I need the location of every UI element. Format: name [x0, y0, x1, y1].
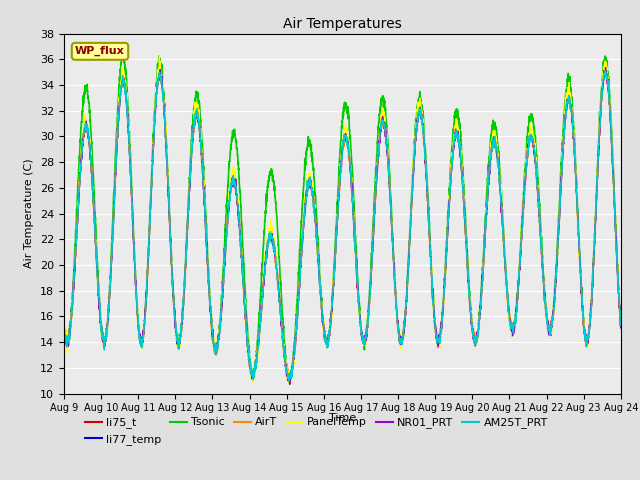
li77_temp: [157, 74, 164, 80]
Line: NR01_PRT: NR01_PRT: [64, 68, 621, 384]
Line: PanelTemp: PanelTemp: [64, 56, 621, 384]
li77_temp: [298, 241, 306, 247]
Line: AirT: AirT: [64, 68, 621, 384]
li75_t: [157, 75, 164, 81]
li77_temp: [155, 68, 163, 74]
AirT: [60, 326, 68, 332]
li77_temp: [274, 278, 282, 284]
PanelTemp: [157, 76, 164, 82]
li75_t: [156, 69, 163, 74]
li77_temp: [124, 112, 131, 118]
NR01_PRT: [274, 274, 282, 279]
AirT: [546, 325, 554, 331]
li75_t: [285, 377, 293, 383]
Title: Air Temperatures: Air Temperatures: [283, 17, 402, 31]
PanelTemp: [274, 273, 282, 278]
NR01_PRT: [617, 325, 625, 331]
Tsonic: [547, 326, 554, 332]
li75_t: [617, 324, 625, 330]
AirT: [124, 112, 131, 118]
NR01_PRT: [60, 324, 68, 329]
AirT: [157, 75, 164, 81]
NR01_PRT: [157, 67, 164, 73]
Tsonic: [60, 319, 68, 324]
li75_t: [124, 110, 131, 116]
AM25T_PRT: [274, 279, 282, 285]
PanelTemp: [124, 111, 131, 117]
Tsonic: [274, 231, 282, 237]
X-axis label: Time: Time: [329, 413, 356, 423]
AM25T_PRT: [602, 68, 609, 74]
NR01_PRT: [546, 330, 554, 336]
li75_t: [274, 272, 282, 277]
li77_temp: [60, 327, 68, 333]
AirT: [600, 65, 608, 71]
Tsonic: [118, 50, 126, 56]
Y-axis label: Air Temperature (C): Air Temperature (C): [24, 159, 35, 268]
Tsonic: [606, 101, 614, 107]
NR01_PRT: [286, 382, 294, 387]
AM25T_PRT: [546, 331, 554, 336]
li77_temp: [547, 326, 554, 332]
Line: Tsonic: Tsonic: [64, 53, 621, 380]
AM25T_PRT: [298, 246, 306, 252]
NR01_PRT: [298, 247, 306, 252]
AirT: [298, 246, 306, 252]
AirT: [606, 114, 614, 120]
Line: li77_temp: li77_temp: [64, 71, 621, 382]
AirT: [617, 322, 625, 327]
AM25T_PRT: [60, 330, 68, 336]
PanelTemp: [156, 53, 163, 59]
Legend: li75_t, li77_temp, Tsonic, AirT, PanelTemp, NR01_PRT, AM25T_PRT: li75_t, li77_temp, Tsonic, AirT, PanelTe…: [81, 413, 552, 449]
AM25T_PRT: [606, 109, 614, 115]
li75_t: [298, 244, 306, 250]
AirT: [285, 381, 293, 386]
Tsonic: [284, 377, 292, 383]
Line: li75_t: li75_t: [64, 72, 621, 380]
li75_t: [606, 115, 614, 121]
li75_t: [547, 326, 554, 332]
PanelTemp: [287, 382, 294, 387]
Text: WP_flux: WP_flux: [75, 46, 125, 57]
AirT: [274, 271, 282, 277]
PanelTemp: [60, 323, 68, 329]
Tsonic: [298, 205, 306, 211]
Tsonic: [617, 324, 625, 330]
Tsonic: [124, 100, 132, 106]
PanelTemp: [547, 327, 554, 333]
li77_temp: [285, 379, 293, 384]
Line: AM25T_PRT: AM25T_PRT: [64, 71, 621, 381]
Tsonic: [157, 67, 164, 73]
AM25T_PRT: [157, 75, 164, 81]
PanelTemp: [617, 322, 625, 327]
li75_t: [60, 329, 68, 335]
NR01_PRT: [606, 113, 614, 119]
li77_temp: [606, 110, 614, 116]
PanelTemp: [298, 244, 306, 250]
AM25T_PRT: [617, 323, 625, 329]
PanelTemp: [606, 109, 614, 115]
NR01_PRT: [124, 114, 131, 120]
AM25T_PRT: [285, 378, 292, 384]
NR01_PRT: [602, 65, 609, 71]
AM25T_PRT: [124, 108, 131, 114]
li77_temp: [617, 321, 625, 327]
